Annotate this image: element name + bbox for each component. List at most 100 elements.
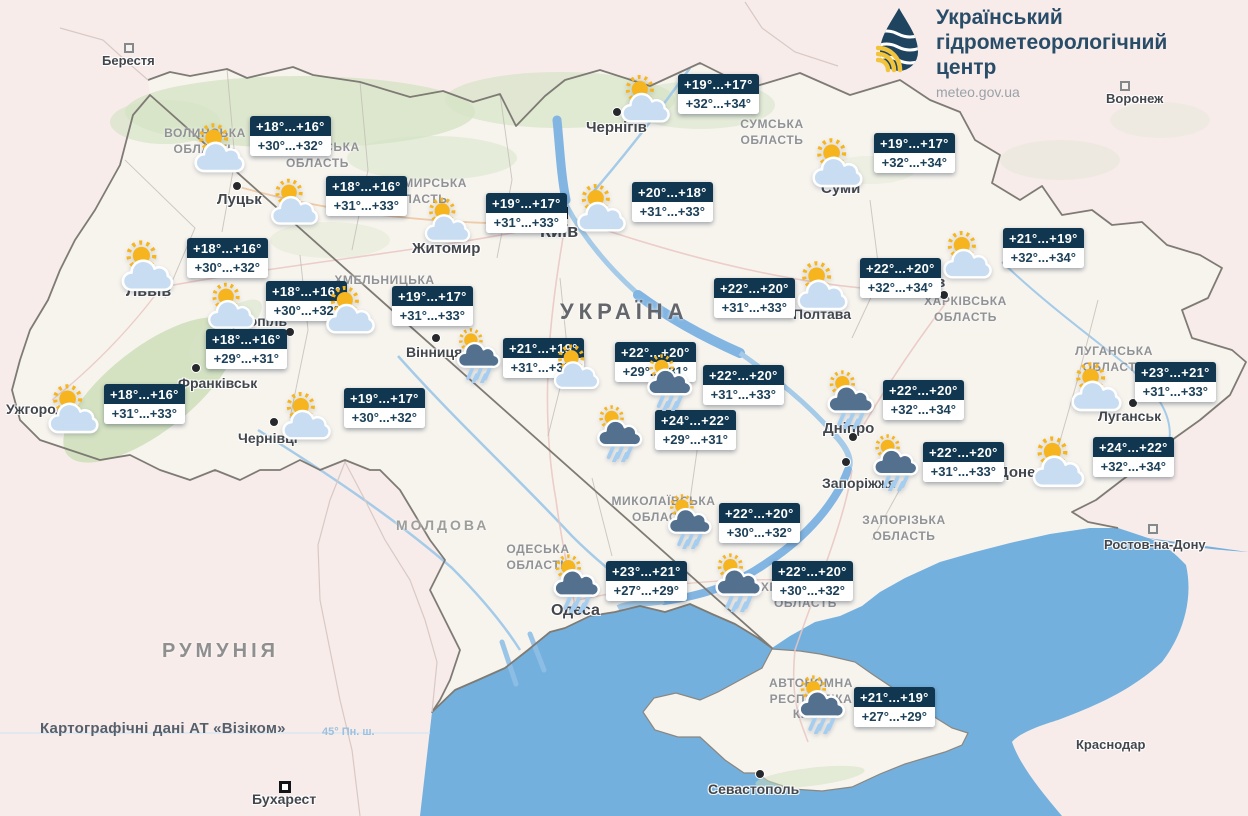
city-label: Луганськ [1098, 408, 1162, 424]
forecast-badge-chernivtsi: +19°...+17° +30°...+32° [344, 388, 425, 428]
day-temps: +31°...+33° [1135, 382, 1216, 402]
city-marker [841, 457, 851, 467]
city-marker [431, 333, 441, 343]
brand-header: Український гідрометеорологічний центр m… [876, 6, 1167, 100]
city-label: Воронеж [1106, 91, 1164, 106]
forecast-badge-kharkiv-east: +21°...+19° +32°...+34° [1003, 228, 1084, 268]
sun-cloud-icon-lviv [115, 233, 181, 299]
forecast-badge-zhytomyr: +19°...+17° +31°...+33° [486, 193, 567, 233]
forecast-badge-donetsk: +24°...+22° +32°...+34° [1093, 437, 1174, 477]
city-label: Одеса [551, 602, 600, 619]
sun-cloud-icon-sumy [806, 131, 870, 195]
night-temps: +18°...+16° [266, 281, 347, 301]
day-temps: +27°...+29° [606, 581, 687, 601]
forecast-badge-kherson: +22°...+20° +30°...+32° [772, 561, 853, 601]
night-temps: +20°...+18° [632, 182, 713, 202]
ukraine-border [11, 62, 1247, 713]
city-label: Вінниця [406, 344, 463, 360]
night-temps: +22°...+20° [615, 342, 696, 362]
forecast-badge-uzhhorod: +18°...+16° +31°...+33° [104, 384, 185, 424]
forecast-badge-vinnytsia: +21°...+19° +31°...+33° [503, 338, 584, 378]
night-temps: +24°...+22° [1093, 437, 1174, 457]
sun-rain-icon-mykolaiv [661, 491, 719, 549]
forecast-badge-lviv: +18°...+16° +30°...+32° [187, 238, 268, 278]
forecast-badge-poltava: +22°...+20° +31°...+33° [714, 278, 795, 318]
forecast-badge-kropyvnytskyi: +24°...+22° +29°...+31° [655, 410, 736, 450]
region-label: ЗАПОРІЗЬКА ОБЛАСТЬ [848, 513, 960, 544]
night-temps: +22°...+20° [883, 380, 964, 400]
night-temps: +21°...+19° [854, 687, 935, 707]
day-temps: +32°...+34° [860, 278, 941, 298]
region-label-line: ЗАПОРІЗЬКА [862, 513, 946, 527]
region-label-line: ОБЛАСТЬ [872, 528, 936, 543]
sun-cloud-icon-vinnytsia-extra [548, 338, 606, 396]
night-temps: +22°...+20° [860, 258, 941, 278]
day-temps: +31°...+33° [923, 462, 1004, 482]
country-label: УКРАЇНА [560, 299, 689, 324]
sun-cloud-icon-kharkiv-east [937, 224, 999, 286]
night-temps: +21°...+19° [1003, 228, 1084, 248]
city-marker [232, 181, 242, 191]
day-temps: +30°...+32° [772, 581, 853, 601]
krasnodar-land [1012, 538, 1248, 816]
sun-rain-icon-vinnytsia [450, 325, 508, 383]
sun-rain-icon-crimea [791, 672, 853, 734]
day-temps: +31°...+33° [104, 404, 185, 424]
day-temps: +32°...+34° [1003, 248, 1084, 268]
forecast-badge-kharkiv: +22°...+20° +32°...+34° [860, 258, 941, 298]
day-temps: +30°...+32° [250, 136, 331, 156]
night-temps: +19°...+17° [678, 74, 759, 94]
day-temps: +31°...+33° [703, 385, 784, 405]
night-temps: +19°...+17° [874, 133, 955, 153]
city-label: Запоріжжя [822, 475, 897, 491]
forecast-badge-ternopil: +18°...+16° +29°...+31° [206, 329, 287, 369]
sun-cloud-icon-khmelnytskyi [320, 279, 382, 341]
night-temps: +18°...+16° [187, 238, 268, 258]
region-label: ОДЕСЬКА ОБЛАСТЬ [488, 542, 588, 573]
ukraine-landmass [12, 63, 1246, 712]
city-marker [755, 769, 765, 779]
forecast-badge-rivne: +18°...+16° +31°...+33° [326, 176, 407, 216]
day-temps: +31°...+33° [486, 213, 567, 233]
day-temps: +31°...+33° [503, 358, 584, 378]
org-name-line: центр [936, 55, 997, 79]
night-temps: +21°...+19° [503, 338, 584, 358]
city-marker [1128, 398, 1138, 408]
night-temps: +22°...+20° [772, 561, 853, 581]
forecast-badge-khmelnytskyi: +18°...+16° +30°...+32° [266, 281, 347, 321]
day-temps: +30°...+32° [187, 258, 268, 278]
latitude-label: 45° Пн. ш. [322, 726, 375, 738]
night-temps: +19°...+17° [344, 388, 425, 408]
region-label-line: МИКОЛАЇВСЬКА [611, 494, 716, 508]
org-name-line: гідрометеорологічний [936, 30, 1168, 54]
region-label: ЛУГАНСЬКА ОБЛАСТЬ [1058, 344, 1170, 375]
crimea-peninsula [642, 648, 969, 792]
night-temps: +24°...+22° [655, 410, 736, 430]
city-marker [124, 43, 134, 53]
sun-cloud-icon-rivne [265, 172, 325, 232]
day-temps: +27°...+29° [854, 707, 935, 727]
region-label-line: ХМЕЛЬНИЦЬКА [334, 273, 435, 287]
sun-cloud-icon-chernihiv [615, 68, 677, 130]
city-marker [1148, 524, 1158, 534]
city-label: Краснодар [1076, 737, 1146, 752]
night-temps: +18°...+16° [104, 384, 185, 404]
night-temps: +18°...+16° [250, 116, 331, 136]
city-label: Дніпро [823, 420, 875, 437]
day-temps: +29°...+31° [655, 430, 736, 450]
org-website: meteo.gov.ua [936, 84, 1020, 101]
hydromet-logo-icon [876, 8, 918, 73]
city-label: Житомир [412, 240, 481, 257]
rivers [257, 67, 1171, 687]
night-temps: +19°...+17° [486, 193, 567, 213]
city-label: Берестя [102, 53, 155, 68]
map-attribution: Картографічні дані АТ «Візіком» [40, 720, 286, 737]
day-temps: +32°...+34° [1093, 457, 1174, 477]
day-temps: +30°...+32° [344, 408, 425, 428]
sun-cloud-icon-chernivtsi [276, 385, 338, 447]
night-temps: +22°...+20° [703, 365, 784, 385]
country-label: РУМУНІЯ [162, 640, 279, 662]
city-label: Луцьк [217, 191, 262, 208]
forecast-badge-lutsk: +18°...+16° +30°...+32° [250, 116, 331, 156]
